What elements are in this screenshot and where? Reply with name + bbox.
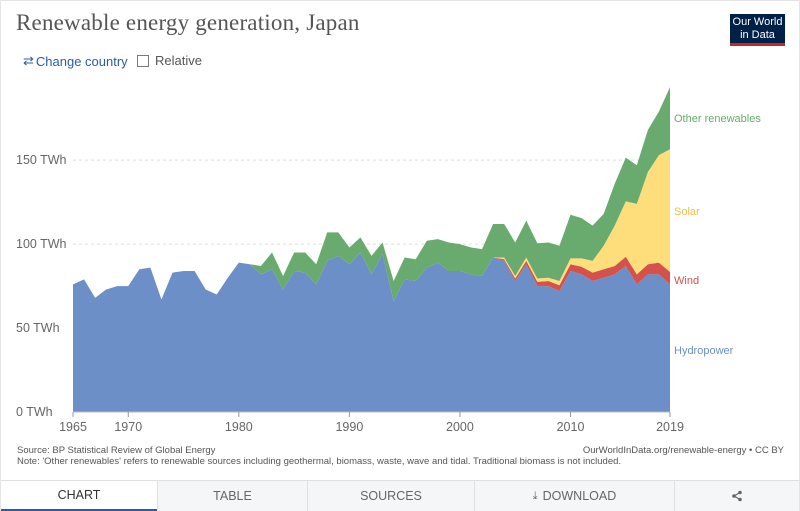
logo-line-1: Our World <box>732 16 783 28</box>
chart-title: Renewable energy generation, Japan <box>16 10 360 35</box>
x-tick-label: 2010 <box>557 420 585 431</box>
tab-bar: CHART TABLE SOURCES ⤓ DOWNLOAD <box>1 480 799 511</box>
change-country-label: Change country <box>35 53 128 69</box>
x-tick-label: 1965 <box>59 420 87 431</box>
swap-arrows-icon: ⇄ <box>23 53 34 68</box>
x-tick-label: 1980 <box>225 420 253 431</box>
owid-logo[interactable]: Our World in Data <box>730 14 785 46</box>
tab-sources-label: SOURCES <box>360 489 422 503</box>
tab-chart[interactable]: CHART <box>1 481 157 511</box>
tab-sources[interactable]: SOURCES <box>307 481 474 511</box>
credit-link[interactable]: OurWorldInData.org/renewable-energy • CC… <box>582 445 784 456</box>
x-tick-label: 2000 <box>446 420 474 431</box>
relative-toggle[interactable]: Relative <box>137 53 202 68</box>
tab-download-label: DOWNLOAD <box>542 489 617 503</box>
relative-label: Relative <box>155 53 202 68</box>
tab-download[interactable]: ⤓ DOWNLOAD <box>474 481 674 511</box>
stacked-area-chart: 0 TWh 50 TWh 100 TWh 150 TWh 1965 1970 1980 199… <box>16 87 761 431</box>
y-tick-label: 0 TWh <box>16 405 53 419</box>
share-icon <box>732 490 742 502</box>
note-text: Note: 'Other renewables' refers to renew… <box>17 456 622 467</box>
download-icon: ⤓ <box>532 489 538 502</box>
tab-share[interactable] <box>674 481 799 511</box>
series-label: Hydropower <box>674 345 734 357</box>
series-label: Solar <box>674 206 700 218</box>
x-tick-label: 2019 <box>656 420 684 431</box>
x-tick-label: 1970 <box>114 420 142 431</box>
logo-line-2: in Data <box>740 29 775 41</box>
y-tick-label: 50 TWh <box>16 321 60 335</box>
area-other-renewables <box>73 87 670 302</box>
y-tick-label: 100 TWh <box>16 237 67 251</box>
source-text: Source: BP Statistical Review of Global … <box>17 445 216 456</box>
x-tick-label: 1990 <box>335 420 363 431</box>
area-hydropower <box>73 252 670 412</box>
relative-checkbox[interactable] <box>137 54 149 67</box>
series-label: Wind <box>674 275 699 287</box>
change-country-button[interactable]: ⇄ Change country <box>23 53 128 69</box>
y-tick-label: 150 TWh <box>16 153 67 167</box>
tab-table-label: TABLE <box>213 489 252 503</box>
series-label: Other renewables <box>674 113 761 125</box>
tab-chart-label: CHART <box>57 488 101 502</box>
tab-table[interactable]: TABLE <box>157 481 307 511</box>
